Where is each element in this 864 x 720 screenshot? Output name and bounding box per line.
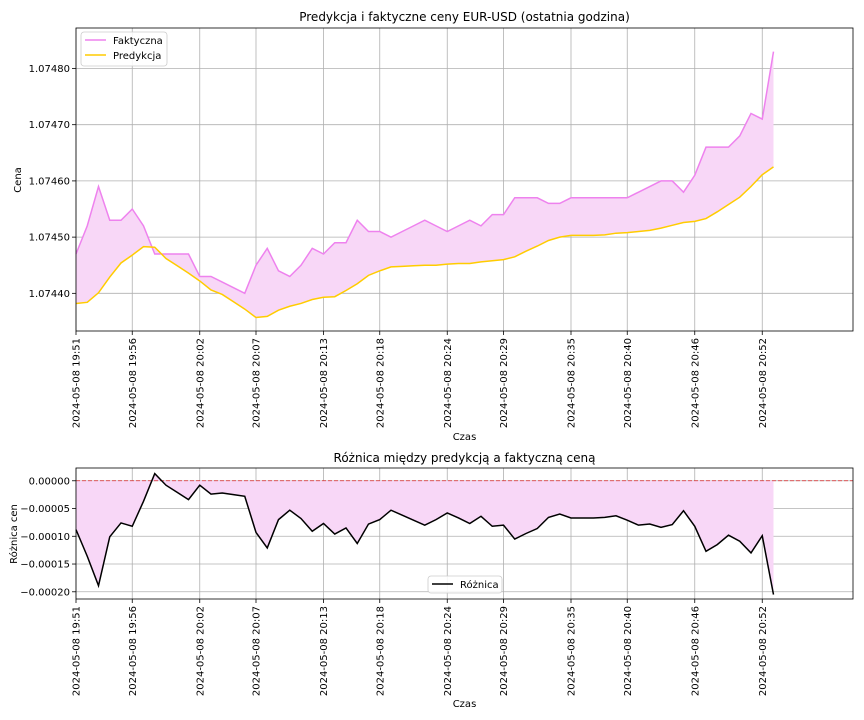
price-chart-x-ticks: 2024-05-08 19:51 2024-05-08 19:56 2024-05-…: [72, 331, 769, 428]
x-tick-label: 2024-05-08 20:02: [195, 338, 206, 428]
x-tick-label: 2024-05-08 20:46: [690, 338, 701, 428]
difference-chart-legend: Różnica: [427, 575, 503, 594]
y-tick-label: 0.00000: [29, 476, 70, 487]
legend-label-difference: Różnica: [460, 579, 499, 591]
difference-chart-title: Różnica między predykcją a faktyczną cen…: [334, 451, 596, 465]
x-tick-label: 2024-05-08 20:18: [375, 606, 386, 696]
x-tick-label: 2024-05-08 20:52: [758, 338, 769, 428]
difference-chart: 2024-05-08 19:51 2024-05-08 19:56 2024-05-…: [8, 451, 854, 710]
y-tick-label: 1.07440: [29, 289, 70, 300]
price-difference-fill: [76, 51, 774, 318]
y-tick-label: −0.00005: [20, 504, 70, 515]
actual-price-line: [75, 51, 775, 295]
difference-chart-x-ticks: 2024-05-08 19:51 2024-05-08 19:56 2024-05-…: [72, 599, 769, 696]
legend-label-predicted: Predykcja: [113, 51, 161, 62]
x-tick-label: 2024-05-08 20:24: [443, 606, 454, 696]
y-tick-label: 1.07450: [29, 233, 70, 244]
x-tick-label: 2024-05-08 20:35: [567, 606, 578, 696]
price-chart-frame: [75, 27, 854, 332]
x-tick-label: 2024-05-08 20:02: [195, 606, 206, 696]
x-tick-label: 2024-05-08 20:07: [252, 606, 263, 696]
y-tick-label: −0.00010: [20, 532, 70, 543]
x-tick-label: 2024-05-08 20:29: [499, 606, 510, 696]
price-chart: 2024-05-08 19:51 2024-05-08 19:56 2024-05-…: [13, 10, 854, 443]
y-tick-label: 1.07470: [29, 120, 70, 131]
price-chart-legend: Faktyczna Predykcja: [80, 31, 168, 67]
x-tick-label: 2024-05-08 20:13: [319, 338, 330, 428]
predicted-price-line: [75, 166, 774, 319]
difference-chart-frame: [75, 467, 854, 600]
x-tick-label: 2024-05-08 20:46: [690, 606, 701, 696]
y-tick-label: 1.07460: [29, 176, 70, 187]
y-tick-label: 1.07480: [29, 64, 70, 75]
x-tick-label: 2024-05-08 20:40: [623, 606, 634, 696]
x-tick-label: 2024-05-08 20:35: [567, 338, 578, 428]
difference-line: [75, 472, 775, 595]
x-tick-label: 2024-05-08 20:13: [319, 606, 330, 696]
y-tick-label: −0.00015: [20, 560, 70, 571]
x-tick-label: 2024-05-08 19:51: [72, 606, 83, 696]
x-tick-label: 2024-05-08 20:52: [758, 606, 769, 696]
x-tick-label: 2024-05-08 19:56: [128, 606, 139, 696]
price-chart-title: Predykcja i faktyczne ceny EUR-USD (osta…: [299, 10, 630, 24]
y-tick-label: −0.00020: [20, 587, 70, 598]
x-tick-label: 2024-05-08 20:40: [623, 338, 634, 428]
x-tick-label: 2024-05-08 19:56: [128, 338, 139, 428]
price-chart-x-axis-label: Czas: [453, 432, 477, 443]
x-tick-label: 2024-05-08 20:24: [443, 338, 454, 428]
legend-box-difference: [427, 575, 503, 594]
difference-chart-y-ticks: 0.00000 −0.00005 −0.00010 −0.00015 −0.00020: [20, 476, 76, 598]
price-chart-y-axis-label: Cena: [13, 167, 24, 193]
x-tick-label: 2024-05-08 20:18: [375, 338, 386, 428]
legend-label-actual: Faktyczna: [113, 36, 163, 47]
x-tick-label: 2024-05-08 19:51: [72, 338, 83, 428]
x-tick-label: 2024-05-08 20:07: [252, 338, 263, 428]
price-chart-y-ticks: 1.07440 1.07450 1.07460 1.07470 1.07480: [29, 64, 76, 300]
difference-fill: [76, 473, 774, 595]
difference-chart-x-axis-label: Czas: [453, 699, 477, 710]
difference-chart-y-axis-label: Różnica cen: [8, 504, 20, 564]
x-tick-label: 2024-05-08 20:29: [499, 338, 510, 428]
